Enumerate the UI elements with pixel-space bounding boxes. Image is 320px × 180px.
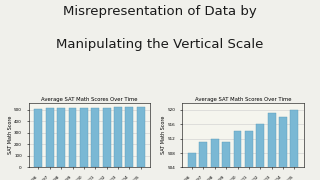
Bar xyxy=(57,108,65,167)
Y-axis label: SAT Math Score: SAT Math Score xyxy=(161,116,166,154)
Bar xyxy=(103,108,111,167)
Bar xyxy=(125,107,133,167)
Bar xyxy=(91,108,99,167)
Bar xyxy=(199,142,207,180)
Text: Manipulating the Vertical Scale: Manipulating the Vertical Scale xyxy=(56,38,264,51)
Bar xyxy=(256,124,264,180)
Y-axis label: SAT Math Score: SAT Math Score xyxy=(8,116,12,154)
Title: Average SAT Math Scores Over Time: Average SAT Math Scores Over Time xyxy=(195,96,292,102)
Bar xyxy=(245,131,253,180)
Bar xyxy=(114,107,122,167)
Bar xyxy=(46,108,54,167)
Bar xyxy=(291,110,299,180)
Bar xyxy=(211,139,219,180)
Bar xyxy=(34,109,42,167)
Bar xyxy=(137,107,145,167)
Bar xyxy=(279,117,287,180)
Title: Average SAT Math Scores Over Time: Average SAT Math Scores Over Time xyxy=(41,96,138,102)
Bar xyxy=(234,131,242,180)
Bar xyxy=(222,142,230,180)
Bar xyxy=(268,113,276,180)
Text: Misrepresentation of Data by: Misrepresentation of Data by xyxy=(63,5,257,18)
Bar xyxy=(68,108,76,167)
Bar xyxy=(80,108,88,167)
Bar xyxy=(188,153,196,180)
